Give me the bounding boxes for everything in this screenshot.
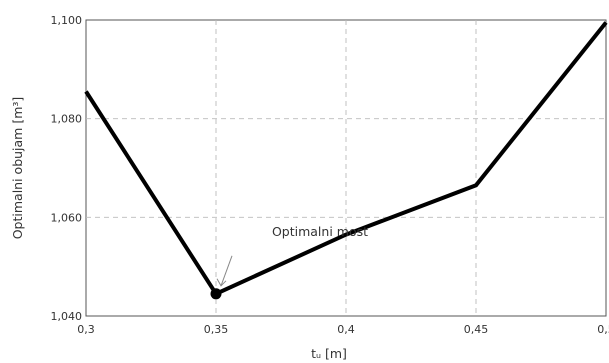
x-tick-label: 0,4 [337,323,355,336]
x-tick-label: 0,45 [464,323,489,336]
x-tick-label: 0,3 [77,323,95,336]
x-axis-label: tᵤ [m] [311,346,347,361]
y-tick-label: 1,080 [51,113,83,126]
data-series [84,21,608,297]
grid-lines [86,20,606,316]
y-tick-label: 1,060 [51,211,83,224]
y-tick-label: 1,040 [51,310,83,323]
y-tick-label: 1,100 [51,14,83,27]
y-axis-label: Optimalni obujam [m³] [10,97,25,240]
annotation-label: Optimalni most [272,224,368,239]
x-tick-label: 0,35 [204,323,229,336]
x-tick-label: 0,5 [597,323,609,336]
series-line [84,21,608,297]
annotations: Optimalni most [210,224,368,300]
annotation-arrow [220,255,233,286]
annotation-arrowhead [216,278,227,287]
tick-labels: 0,3 0,35 0,4 0,45 0,5 1,040 1,060 1,080 1,100 [51,14,609,336]
optimal-point-marker [210,288,222,300]
